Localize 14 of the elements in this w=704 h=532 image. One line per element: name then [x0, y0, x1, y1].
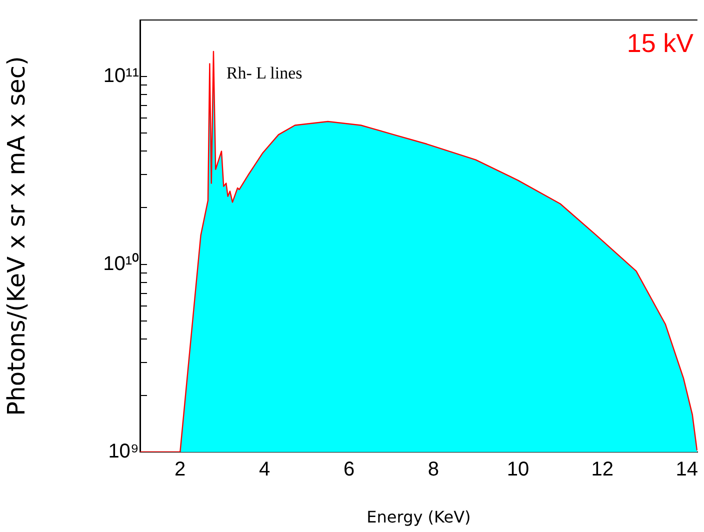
y-tick-label: 10¹¹ — [103, 65, 140, 88]
x-axis-title: Energy (KeV) — [366, 508, 471, 527]
y-tick-label: 10⁹ — [108, 440, 139, 463]
x-tick-label: 12 — [591, 458, 614, 481]
x-tick-label: 8 — [428, 458, 440, 481]
x-tick-label: 6 — [343, 458, 355, 481]
annotation: 15 kV — [626, 28, 694, 58]
y-axis-title: Photons/(KeV x sr x mA x sec) — [2, 56, 31, 416]
x-tick-label: 14 — [676, 458, 698, 481]
y-tick-label: 10¹⁰ — [103, 252, 139, 275]
x-tick-label: 4 — [259, 458, 270, 481]
x-tick-label: 2 — [174, 458, 186, 481]
x-tick-label: 10 — [506, 458, 530, 481]
annotation: Rh- L lines — [226, 63, 302, 82]
